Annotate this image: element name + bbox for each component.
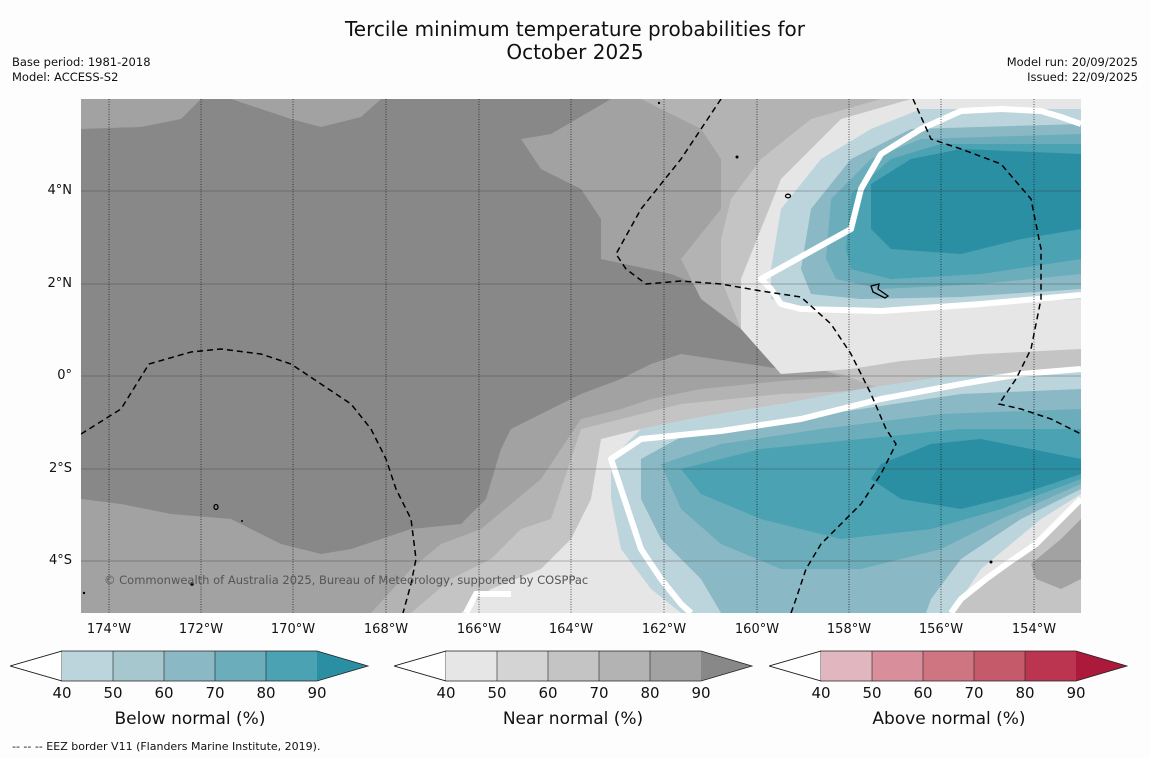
island-west-small	[213, 503, 219, 511]
cb-below-seg-0	[10, 650, 63, 682]
cb-near-tick-70: 70	[589, 684, 609, 702]
near-normal-blob-southeast-dark	[1031, 519, 1081, 589]
cb-below-tick-60: 60	[154, 684, 174, 702]
lat-label-2n: 2°N	[47, 276, 73, 291]
colorbar-near-normal	[394, 650, 754, 682]
lat-label-4s: 4°S	[48, 553, 72, 568]
cb-near-seg-4	[599, 651, 650, 681]
island-jarvis-like	[870, 283, 890, 299]
issued-date: Issued: 22/09/2025	[1027, 70, 1138, 84]
cb-near-seg-6	[701, 651, 752, 681]
forty-percent-contour-south	[608, 366, 1081, 613]
probability-map	[81, 99, 1081, 613]
title-line-1: Tercile minimum temperature probabilitie…	[344, 17, 806, 41]
cb-below-tick-50: 50	[103, 684, 123, 702]
island-north-small	[784, 193, 792, 199]
copyright-credit: © Commonwealth of Australia 2025, Bureau…	[104, 573, 589, 587]
cb-near-tick-60: 60	[538, 684, 558, 702]
lat-label-2s: 2°S	[48, 461, 72, 476]
cb-near-tick-90: 90	[691, 684, 711, 702]
base-period: Base period: 1981-2018	[12, 55, 151, 69]
below-normal-north-90	[871, 149, 1081, 254]
meta-right: Model run: 20/09/2025 Issued: 22/09/2025	[1007, 55, 1138, 85]
cb-above-seg-3	[923, 651, 974, 681]
cb-above-tick-80: 80	[1015, 684, 1035, 702]
lon-label-162w: 162°W	[641, 622, 687, 637]
lon-label-170w: 170°W	[270, 622, 316, 637]
cb-below-tick-40: 40	[52, 684, 72, 702]
cb-near-title: Near normal (%)	[502, 709, 644, 729]
cb-below-tick-70: 70	[205, 684, 225, 702]
model-run: Model run: 20/09/2025	[1006, 55, 1138, 69]
meta-left: Base period: 1981-2018 Model: ACCESS-S2	[12, 55, 151, 85]
eez-border-central	[615, 99, 897, 613]
lon-label-164w: 164°W	[548, 622, 594, 637]
cb-above-seg-6	[1076, 651, 1127, 681]
cb-near-tick-40: 40	[436, 684, 456, 702]
cb-above-tick-70: 70	[964, 684, 984, 702]
cb-above-seg-1	[821, 651, 872, 681]
cb-above-tick-90: 90	[1066, 684, 1086, 702]
cb-above-seg-0	[769, 650, 822, 682]
cb-below-tick-80: 80	[256, 684, 276, 702]
colorbar-above-normal	[769, 650, 1129, 682]
lon-label-154w: 154°W	[1011, 622, 1057, 637]
lon-label-160w: 160°W	[734, 622, 780, 637]
lat-label-4n: 4°N	[47, 183, 73, 198]
cb-near-tick-80: 80	[640, 684, 660, 702]
cb-below-seg-5	[266, 651, 317, 681]
lat-label-0: 0°	[57, 368, 72, 383]
forty-percent-contour-fragment	[463, 591, 511, 613]
map-title: Tercile minimum temperature probabilitie…	[0, 18, 1150, 64]
cb-near-tick-50: 50	[487, 684, 507, 702]
cb-below-seg-3	[164, 651, 215, 681]
cb-below-seg-1	[62, 651, 113, 681]
lon-label-172w: 172°W	[178, 622, 224, 637]
cb-below-seg-2	[113, 651, 164, 681]
below-normal-south-90	[871, 439, 1081, 509]
model-name: Model: ACCESS-S2	[12, 70, 119, 84]
cb-above-tick-40: 40	[811, 684, 831, 702]
cb-above-seg-2	[872, 651, 923, 681]
cb-below-seg-6	[317, 651, 368, 681]
cb-above-tick-60: 60	[913, 684, 933, 702]
lon-label-168w: 168°W	[363, 622, 409, 637]
cb-above-title: Above normal (%)	[872, 709, 1026, 729]
cb-above-seg-5	[1025, 651, 1076, 681]
cb-below-title: Below normal (%)	[114, 709, 266, 729]
cb-near-seg-0	[394, 650, 447, 682]
eez-border-west	[81, 348, 417, 613]
title-line-2: October 2025	[506, 40, 644, 64]
lon-label-156w: 156°W	[918, 622, 964, 637]
lon-label-158w: 158°W	[826, 622, 872, 637]
cb-near-seg-5	[650, 651, 701, 681]
cb-above-seg-4	[974, 651, 1025, 681]
cb-above-tick-50: 50	[862, 684, 882, 702]
cb-near-seg-2	[497, 651, 548, 681]
eez-border-east	[912, 99, 1081, 435]
colorbar-below-normal	[10, 650, 370, 682]
lon-label-166w: 166°W	[456, 622, 502, 637]
cb-near-seg-3	[548, 651, 599, 681]
cb-near-seg-1	[446, 651, 497, 681]
cb-below-tick-90: 90	[307, 684, 327, 702]
eez-footnote: -- -- -- EEZ border V11 (Flanders Marine…	[12, 740, 321, 753]
near-normal-blob-southeast	[951, 504, 1081, 613]
forty-percent-contour-north	[758, 106, 1081, 314]
cb-below-seg-4	[215, 651, 266, 681]
lon-label-174w: 174°W	[86, 622, 132, 637]
